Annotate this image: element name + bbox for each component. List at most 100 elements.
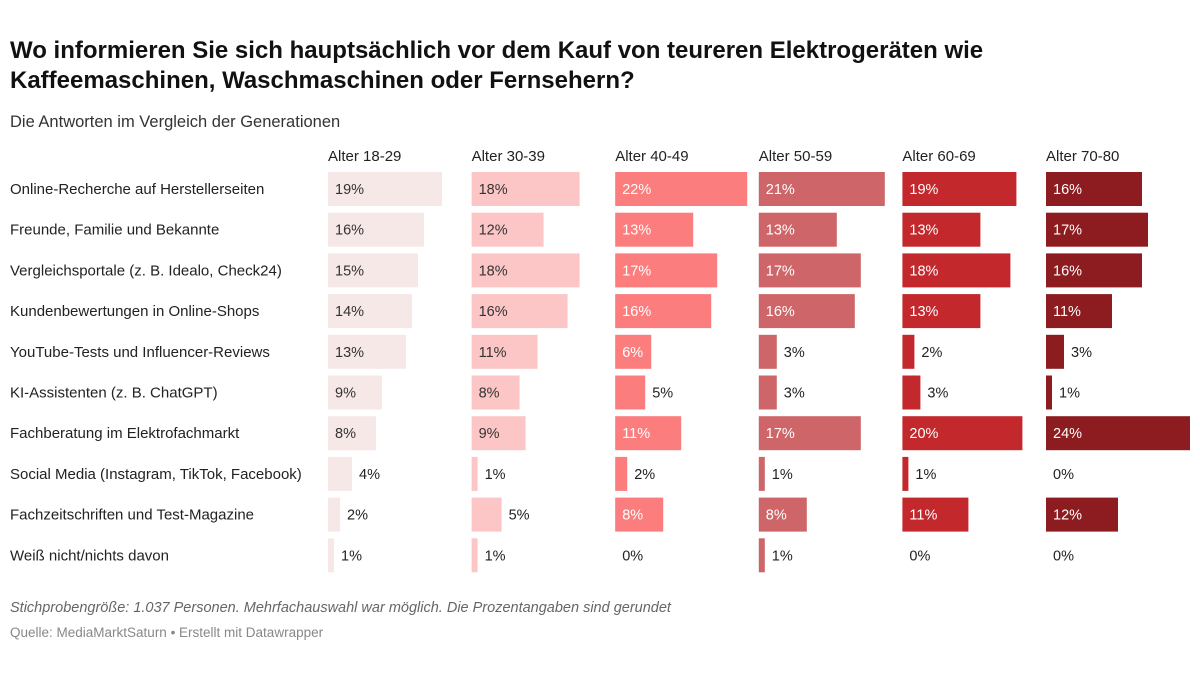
data-label: 13%	[766, 223, 795, 239]
bar	[328, 294, 412, 329]
bar	[471, 416, 526, 451]
bar	[902, 456, 909, 491]
bar	[615, 497, 664, 532]
data-label: 11%	[479, 345, 507, 361]
data-label: 0%	[1053, 467, 1074, 483]
data-label: 0%	[622, 548, 643, 564]
bar	[902, 294, 981, 329]
bar	[471, 294, 568, 329]
bar	[328, 416, 376, 451]
bar	[758, 253, 861, 288]
bar	[1046, 294, 1112, 329]
bar	[471, 538, 478, 573]
data-label: 1%	[772, 548, 793, 564]
data-label: 11%	[1053, 304, 1081, 320]
data-label: 11%	[622, 426, 650, 442]
data-label: 2%	[634, 467, 655, 483]
data-label: 15%	[335, 263, 364, 279]
data-label: 3%	[784, 386, 805, 402]
data-label: 18%	[479, 182, 508, 198]
category-label: Weiß nicht/nichts davon	[10, 547, 169, 564]
category-label: KI-Assistenten (z. B. ChatGPT)	[10, 385, 218, 402]
data-label: 18%	[909, 263, 938, 279]
data-label: 4%	[359, 467, 380, 483]
chart-source: Quelle: MediaMarktSaturn • Erstellt mit …	[10, 625, 324, 640]
data-label: 21%	[766, 182, 795, 198]
data-label: 17%	[1053, 223, 1082, 239]
data-label: 13%	[909, 304, 938, 320]
data-label: 16%	[479, 304, 508, 320]
data-label: 3%	[1071, 345, 1092, 361]
chart-title: Wo informieren Sie sich hauptsächlich vo…	[10, 37, 984, 94]
bar	[758, 497, 807, 532]
series-header: Alter 60-69	[902, 148, 975, 165]
data-label: 0%	[1053, 548, 1074, 564]
data-label: 1%	[915, 467, 936, 483]
data-label: 18%	[479, 263, 508, 279]
bar	[1046, 212, 1148, 247]
data-label: 11%	[909, 508, 937, 524]
bar	[1046, 497, 1118, 532]
data-label: 12%	[1053, 508, 1082, 524]
data-label: 20%	[909, 426, 938, 442]
bar	[471, 172, 580, 206]
bar	[902, 253, 1011, 288]
series-header: Alter 70-80	[1046, 148, 1119, 165]
data-label: 5%	[509, 508, 530, 524]
bar	[328, 375, 382, 410]
bar	[328, 334, 406, 369]
series-header: Alter 50-59	[759, 148, 832, 165]
data-label: 16%	[335, 223, 364, 239]
data-label: 9%	[335, 386, 356, 402]
bar	[758, 212, 837, 247]
data-label: 3%	[784, 345, 805, 361]
data-label: 5%	[652, 386, 673, 402]
bar	[758, 456, 765, 491]
bar	[1046, 253, 1142, 288]
bar	[471, 497, 502, 532]
category-label: Online-Recherche auf Herstellerseiten	[10, 181, 264, 198]
category-label: Fachberatung im Elektrofachmarkt	[10, 425, 240, 442]
data-label: 1%	[485, 548, 506, 564]
data-label: 14%	[335, 304, 364, 320]
category-label: YouTube-Tests und Influencer-Reviews	[10, 344, 270, 361]
data-label: 1%	[341, 548, 362, 564]
data-label: 17%	[766, 426, 795, 442]
data-label: 16%	[1053, 182, 1082, 198]
bar	[758, 294, 855, 329]
data-label: 16%	[766, 304, 795, 320]
data-label: 8%	[335, 426, 356, 442]
data-label: 3%	[927, 386, 948, 402]
series-header: Alter 40-49	[615, 148, 688, 165]
bar	[615, 253, 718, 288]
bar	[1046, 375, 1052, 410]
data-label: 17%	[622, 263, 651, 279]
data-label: 19%	[335, 182, 364, 198]
bar	[615, 416, 682, 451]
chart-subtitle: Die Antworten im Vergleich der Generatio…	[10, 113, 341, 131]
bar	[328, 497, 340, 532]
bar	[902, 416, 1023, 451]
data-label: 13%	[909, 223, 938, 239]
bar	[615, 294, 712, 329]
bar	[902, 212, 981, 247]
data-label: 12%	[479, 223, 508, 239]
bar	[615, 172, 748, 206]
category-label: Freunde, Familie und Bekannte	[10, 222, 219, 239]
data-label: 22%	[622, 182, 651, 198]
chart-note: Stichprobengröße: 1.037 Personen. Mehrfa…	[10, 600, 671, 616]
data-label: 1%	[485, 467, 506, 483]
data-label: 1%	[1059, 386, 1080, 402]
category-label: Vergleichsportale (z. B. Idealo, Check24…	[10, 262, 282, 279]
bar	[1046, 416, 1190, 451]
category-label: Fachzeitschriften und Test-Magazine	[10, 507, 254, 524]
bar	[902, 375, 921, 410]
series-header: Alter 18-29	[328, 148, 401, 165]
bar	[471, 334, 538, 369]
bar	[1046, 334, 1064, 369]
data-label: 16%	[622, 304, 651, 320]
bar	[328, 172, 442, 206]
bar	[758, 416, 861, 451]
data-label: 8%	[479, 386, 500, 402]
